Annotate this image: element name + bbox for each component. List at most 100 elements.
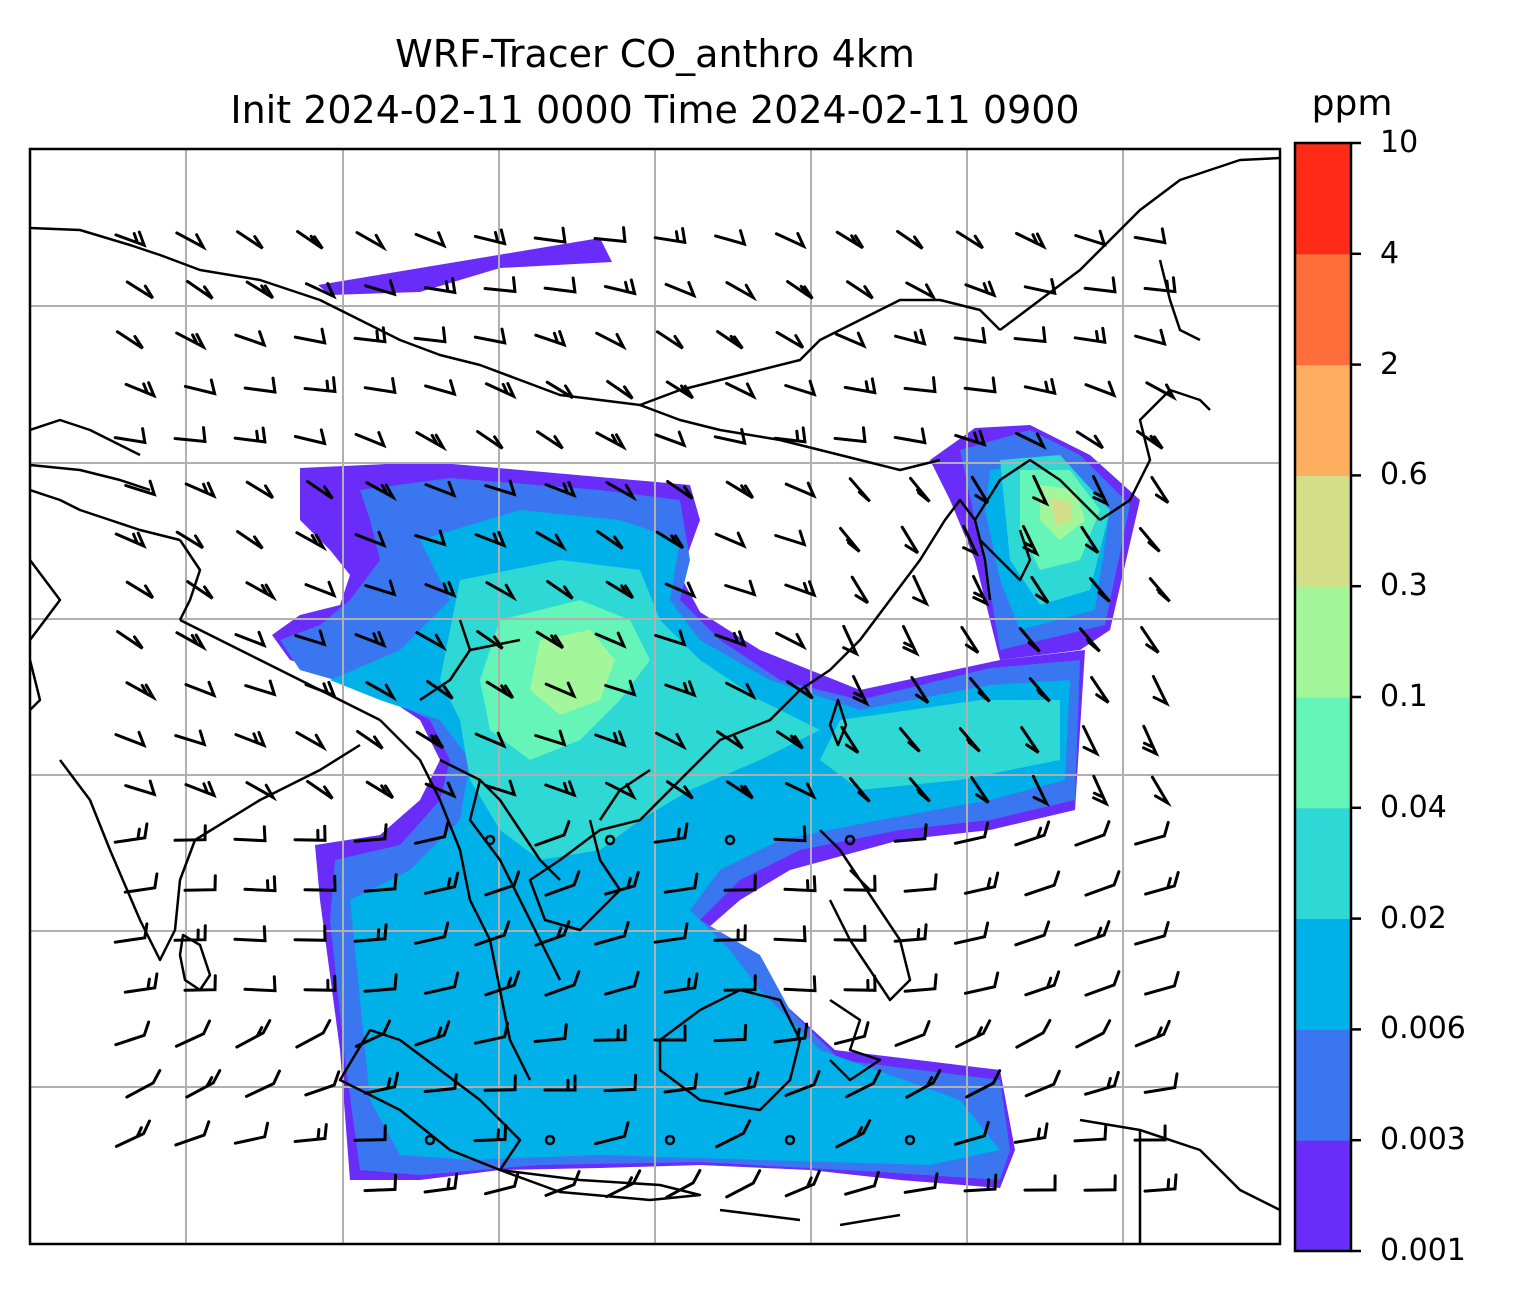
wind-barb — [295, 1019, 332, 1049]
wind-barb — [653, 227, 687, 245]
wind-barb — [175, 530, 205, 550]
wind-barb — [723, 874, 757, 892]
colorbar-band — [1295, 1140, 1351, 1252]
wind-barb — [423, 277, 457, 295]
colorbar-band — [1295, 143, 1351, 255]
wind-barb — [1143, 1173, 1178, 1193]
colorbar-tick-label: 2 — [1380, 346, 1400, 382]
wind-barb — [665, 380, 694, 400]
colorbar-unit: ppm — [1311, 83, 1393, 124]
wind-barb — [953, 821, 990, 845]
wind-barb — [964, 280, 997, 298]
wind-barb — [233, 825, 267, 843]
wind-barb — [1015, 431, 1047, 450]
wind-barb — [1134, 1019, 1171, 1048]
wind-barb — [183, 974, 217, 992]
wind-barb — [353, 326, 387, 344]
wind-barb — [970, 776, 990, 804]
wind-barb — [894, 328, 927, 346]
wind-barb — [243, 975, 277, 993]
wind-barb — [1074, 920, 1111, 947]
wind-barb — [1134, 821, 1170, 846]
wind-barb — [354, 431, 387, 449]
wind-barb — [909, 476, 931, 503]
wind-barb — [364, 279, 397, 297]
wind-barb — [423, 971, 460, 995]
wind-barb — [363, 1173, 398, 1193]
wind-barb — [174, 1120, 211, 1147]
wind-barb — [843, 377, 877, 395]
wind-barb — [593, 1024, 627, 1042]
wind-barb — [293, 824, 327, 842]
wind-barb — [174, 729, 207, 747]
wind-barb — [233, 426, 267, 444]
wind-barb — [235, 1019, 272, 1049]
wind-barb — [474, 920, 511, 947]
wind-barb — [894, 1020, 931, 1047]
wind-barb — [972, 575, 990, 607]
wind-barb — [484, 870, 521, 897]
wind-barb — [1074, 820, 1111, 847]
wind-barb — [244, 1069, 281, 1098]
wind-barb — [243, 875, 277, 893]
wind-barb — [545, 380, 575, 400]
wind-barb — [485, 581, 518, 602]
wind-barb — [353, 1124, 387, 1142]
wind-barb — [1023, 1174, 1057, 1192]
wind-barb — [293, 1123, 328, 1143]
wind-barb — [910, 675, 930, 704]
wind-barb — [414, 529, 447, 547]
wind-barb — [783, 975, 817, 993]
wind-barb — [306, 480, 334, 500]
wind-barb — [850, 575, 870, 605]
wind-barb — [714, 229, 747, 247]
wind-barb — [958, 727, 981, 753]
wind-barb — [1073, 1123, 1108, 1143]
wind-barb — [773, 925, 807, 943]
wind-barb — [843, 974, 877, 992]
wind-barb — [963, 376, 997, 394]
wind-barb — [423, 871, 460, 895]
wind-barb — [848, 477, 871, 503]
wind-barb — [893, 823, 928, 843]
wind-barb — [1080, 525, 1100, 554]
wind-barb — [245, 581, 278, 602]
wind-barb — [713, 428, 747, 446]
wind-barb — [954, 429, 987, 447]
wind-barb — [1024, 970, 1061, 997]
colorbar-band — [1295, 1029, 1351, 1141]
wind-barb — [354, 630, 387, 649]
wind-barb — [655, 330, 684, 350]
wind-barb — [665, 1169, 702, 1199]
wind-barb — [723, 974, 757, 992]
wind-barb — [715, 1119, 752, 1149]
wind-barb — [1084, 380, 1117, 398]
wind-barb — [595, 431, 627, 451]
wind-barb — [1031, 775, 1050, 807]
wind-barb — [1018, 627, 1041, 653]
wind-barb — [903, 1172, 939, 1194]
wind-barb — [473, 1123, 508, 1143]
wind-barb — [843, 874, 877, 892]
wind-barb — [544, 681, 577, 699]
wind-barb — [845, 1069, 882, 1099]
wind-barb — [175, 631, 208, 652]
wind-barb — [653, 1024, 687, 1042]
wind-barb — [295, 531, 328, 552]
wind-barbs — [113, 226, 1180, 1199]
colorbar-band — [1295, 918, 1351, 1030]
wind-barb — [363, 1071, 400, 1095]
wind-barb — [544, 1170, 581, 1197]
wind-barb — [245, 280, 275, 300]
wind-barb — [1020, 726, 1040, 754]
wind-barb — [293, 327, 327, 345]
wind-barb — [413, 921, 450, 945]
wind-barb — [968, 677, 991, 703]
wind-barb — [839, 526, 861, 553]
colorbar-band — [1295, 253, 1351, 366]
wind-barb — [245, 480, 275, 500]
wind-barb — [415, 431, 448, 452]
wind-barb — [473, 228, 507, 246]
wind-barb — [963, 871, 1000, 895]
wind-barb — [713, 1023, 748, 1043]
